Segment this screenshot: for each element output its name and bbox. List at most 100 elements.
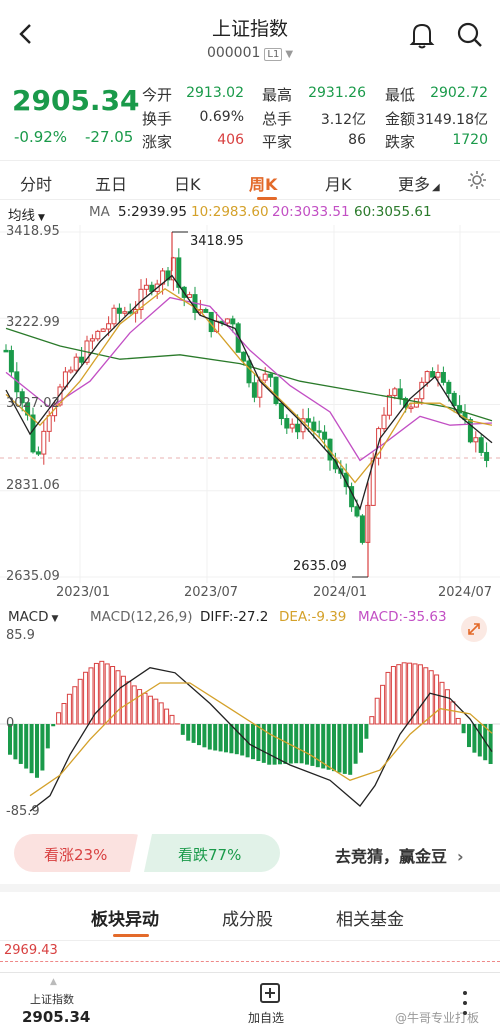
guess-cta-label: 去竞猜，赢金豆 — [335, 847, 448, 866]
candle-body — [187, 294, 193, 298]
ma-dropdown-label: 均线 — [8, 208, 35, 224]
bullish-button[interactable]: 看涨23% — [14, 834, 152, 872]
macd-bar — [428, 670, 434, 725]
candle-body — [473, 437, 479, 443]
tab-more[interactable]: 更多 ◢ — [398, 171, 440, 195]
macd-bar — [40, 724, 45, 771]
candle-body — [230, 318, 236, 325]
tab-related-funds[interactable]: 相关基金 — [336, 910, 404, 930]
ma-dropdown[interactable]: 均线 ▼ — [8, 204, 45, 224]
tab-weekly-k[interactable]: 周K — [249, 175, 278, 194]
stat-value: 3.12亿 — [320, 112, 366, 128]
add-watchlist-label: 加自选 — [248, 1011, 285, 1025]
macd-dropdown[interactable]: MACD ▼ — [8, 609, 58, 625]
macd-bar — [147, 695, 153, 725]
candle-body — [95, 330, 101, 340]
candle-body — [73, 356, 79, 371]
bearish-label: 看跌77% — [178, 846, 242, 864]
ma10-value: 10:2983.60 — [191, 204, 269, 220]
macd-bar — [169, 714, 175, 725]
more-vertical-icon[interactable] — [462, 991, 468, 1017]
caret-up-icon: ▲ — [50, 977, 57, 987]
chevron-right-icon: › — [457, 847, 464, 866]
x-label-4: 2024/07 — [438, 585, 493, 600]
macd-bar — [477, 724, 482, 757]
stat-label: 金额 — [385, 110, 416, 128]
macd-bar — [245, 724, 250, 758]
y-label-4: 2831.06 — [6, 478, 60, 493]
settings-icon[interactable] — [466, 169, 488, 191]
stat-value: 2913.02 — [186, 85, 244, 101]
tab-sector-moves[interactable]: 板块异动 — [91, 910, 159, 930]
macd-bar — [93, 662, 99, 725]
change-absolute: -27.05 — [85, 128, 134, 146]
footer-stock-name: 上证指数 — [30, 993, 74, 1006]
low-annotation: 2635.09 — [293, 559, 347, 574]
caret-down-icon: ◢ — [432, 182, 440, 193]
macd-bar — [385, 671, 391, 725]
bearish-button[interactable]: 看跌77% — [138, 834, 280, 872]
macd-bar — [467, 724, 471, 748]
sector-dashed-line — [0, 961, 500, 962]
candle-body — [424, 371, 430, 383]
macd-bar — [348, 724, 353, 775]
candle-body — [289, 423, 295, 429]
expand-icon[interactable] — [461, 616, 487, 642]
candle-body — [35, 451, 41, 455]
search-icon[interactable] — [456, 21, 484, 49]
guess-cta[interactable]: 去竞猜，赢金豆 › — [335, 843, 464, 867]
add-watchlist-button[interactable]: 加自选 — [244, 979, 300, 1033]
candle-body — [430, 371, 436, 378]
candle-body — [457, 405, 463, 414]
bell-icon[interactable] — [408, 20, 436, 50]
candle-body — [386, 394, 392, 416]
macd-bar — [251, 724, 255, 760]
stat-label: 最高 — [262, 86, 293, 104]
level-badge: L1 — [264, 48, 283, 61]
macd-bar — [434, 674, 440, 725]
candle-body — [79, 356, 85, 363]
candle-body — [419, 381, 425, 400]
macd-bar — [224, 724, 228, 753]
macd-bar — [455, 717, 461, 725]
macd-y-mid: 0 — [6, 716, 15, 731]
stat-value: 1720 — [452, 132, 488, 148]
bullish-label: 看涨23% — [44, 846, 108, 864]
macd-bar — [321, 724, 326, 769]
stat-value: 2931.26 — [308, 85, 366, 101]
macd-params: MACD(12,26,9) — [90, 609, 193, 625]
stock-code[interactable]: 000001 L1 ▼ — [0, 45, 500, 61]
candle-body — [241, 351, 247, 362]
macd-bar — [272, 724, 277, 765]
candle-body — [116, 307, 122, 314]
macd-bar — [310, 724, 315, 766]
tab-intraday[interactable]: 分时 — [20, 175, 53, 194]
y-label-top: 3418.95 — [6, 224, 60, 239]
footer-stock-price: 2905.34 — [22, 1008, 91, 1026]
stat-label: 涨家 — [142, 133, 173, 151]
macd-bar — [191, 724, 196, 743]
candle-body — [316, 430, 322, 433]
macd-chart[interactable] — [0, 628, 500, 820]
back-icon[interactable] — [14, 22, 38, 46]
tab-five-day[interactable]: 五日 — [95, 175, 128, 194]
tab-daily-k[interactable]: 日K — [174, 175, 201, 194]
macd-bar — [218, 724, 223, 752]
macd-bar — [72, 686, 78, 725]
chevron-down-icon: ▼ — [38, 213, 45, 223]
macd-bar — [444, 689, 450, 725]
pill-divider — [130, 834, 152, 872]
tab-constituents[interactable]: 成分股 — [222, 910, 273, 930]
change-percent: -0.92% — [14, 128, 68, 146]
candle-body — [435, 371, 441, 378]
kline-chart[interactable] — [0, 225, 500, 600]
candle-body — [397, 388, 403, 400]
macd-bar — [120, 675, 126, 725]
macd-bar — [240, 724, 245, 756]
stat-label: 平家 — [262, 133, 293, 151]
macd-bar — [131, 685, 137, 725]
candle-body — [478, 437, 484, 453]
ma-line — [5, 274, 493, 511]
ma-line — [5, 296, 493, 462]
tab-monthly-k[interactable]: 月K — [325, 175, 352, 194]
